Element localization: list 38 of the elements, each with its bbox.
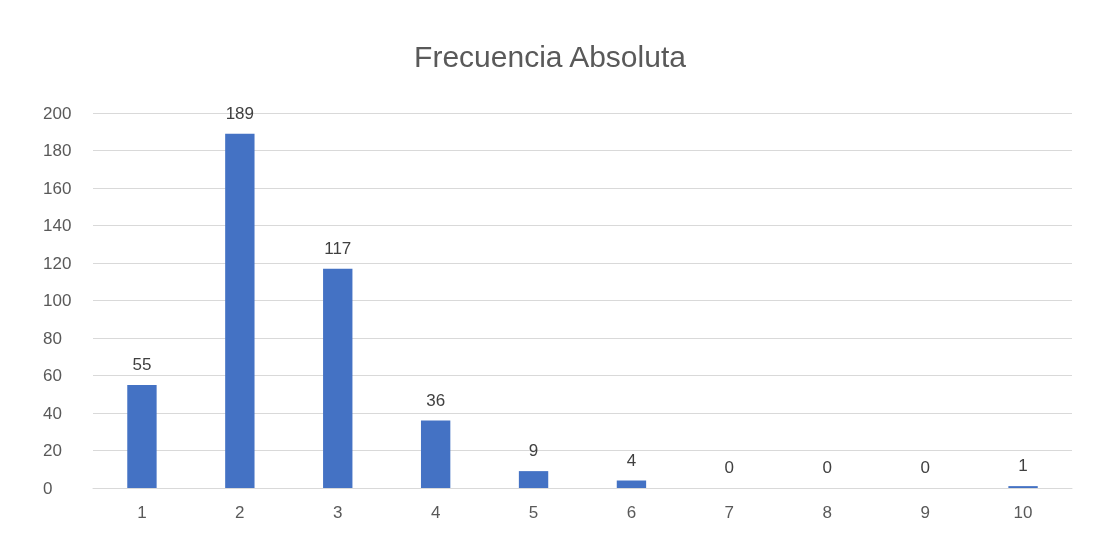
- bar: [225, 133, 255, 488]
- data-label: 9: [528, 441, 539, 461]
- data-label: 55: [132, 354, 152, 374]
- x-tick-label: 5: [528, 503, 539, 522]
- y-tick-label: 60: [43, 366, 62, 385]
- y-tick-label: 120: [43, 253, 72, 273]
- x-tick-label: 9: [920, 503, 930, 522]
- y-tick-label: 140: [43, 216, 72, 235]
- bar: [420, 420, 451, 488]
- data-label: 117: [324, 238, 352, 258]
- y-tick-label: 20: [43, 441, 62, 460]
- bar: [518, 471, 549, 488]
- y-tick-label: 100: [43, 291, 72, 310]
- x-tick-label: 2: [235, 503, 245, 522]
- x-tick-label: 8: [822, 503, 832, 522]
- y-tick-label: 200: [43, 103, 72, 123]
- y-tick-label: 0: [43, 478, 53, 498]
- data-label: 4: [626, 450, 637, 470]
- bar: [127, 384, 157, 488]
- data-label: 189: [225, 103, 255, 123]
- bar: [323, 268, 353, 488]
- x-tick-label: 7: [724, 503, 735, 522]
- y-tick-label: 80: [43, 328, 62, 348]
- x-tick-label: 1: [137, 503, 147, 522]
- data-label: 0: [920, 458, 930, 477]
- bar: [616, 480, 647, 488]
- chart-title: Frecuencia Absoluta: [414, 39, 687, 73]
- x-tick-label: 6: [626, 503, 637, 522]
- y-tick-label: 40: [43, 403, 62, 423]
- y-tick-label: 180: [43, 141, 72, 160]
- data-label: 0: [822, 458, 832, 477]
- data-label: 36: [426, 390, 446, 410]
- y-tick-label: 160: [43, 178, 72, 198]
- x-tick-label: 3: [333, 503, 343, 522]
- x-tick-label: 4: [430, 503, 441, 522]
- data-label: 0: [724, 458, 735, 477]
- x-tick-label: 10: [1013, 503, 1033, 522]
- data-label: 1: [1018, 456, 1028, 476]
